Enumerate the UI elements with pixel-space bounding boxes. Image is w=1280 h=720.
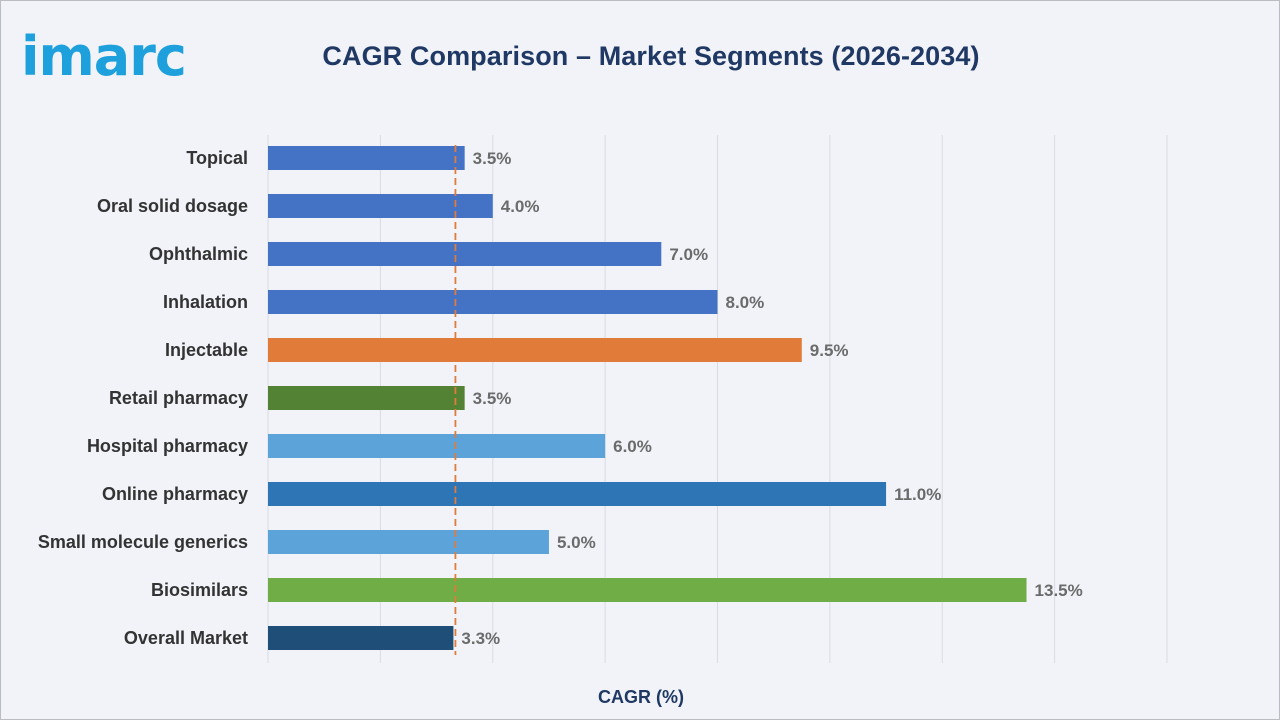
bar-retail-pharmacy — [268, 386, 465, 410]
value-label: 8.0% — [726, 293, 765, 312]
category-label: Small molecule generics — [38, 532, 248, 552]
bar-topical — [268, 146, 465, 170]
bar-inhalation — [268, 290, 718, 314]
category-label: Overall Market — [124, 628, 248, 648]
category-label: Injectable — [165, 340, 248, 360]
value-label: 3.3% — [461, 629, 500, 648]
category-label: Topical — [186, 148, 248, 168]
category-label: Biosimilars — [151, 580, 248, 600]
bar-online-pharmacy — [268, 482, 887, 506]
value-label: 6.0% — [613, 437, 652, 456]
value-label: 4.0% — [501, 197, 540, 216]
bar-injectable — [268, 338, 802, 362]
category-label: Retail pharmacy — [109, 388, 248, 408]
value-label: 7.0% — [669, 245, 708, 264]
value-label: 3.5% — [473, 149, 512, 168]
value-label: 13.5% — [1035, 581, 1083, 600]
value-label: 5.0% — [557, 533, 596, 552]
value-label: 9.5% — [810, 341, 849, 360]
bar-overall-market — [268, 626, 454, 650]
category-label: Ophthalmic — [149, 244, 248, 264]
svg-text:imarc: imarc — [21, 25, 186, 81]
bar-oral-solid-dosage — [268, 194, 493, 218]
category-label: Inhalation — [163, 292, 248, 312]
category-label: Online pharmacy — [102, 484, 248, 504]
category-label: Hospital pharmacy — [87, 436, 248, 456]
chart-title: CAGR Comparison – Market Segments (2026-… — [322, 41, 980, 71]
bar-biosimilars — [268, 578, 1027, 602]
bar-small-molecule-generics — [268, 530, 549, 554]
imarc-logo: imarc — [21, 25, 187, 81]
bar-ophthalmic — [268, 242, 662, 266]
x-axis-label: CAGR (%) — [598, 687, 684, 707]
value-label: 3.5% — [473, 389, 512, 408]
category-label: Oral solid dosage — [97, 196, 248, 216]
bar-hospital-pharmacy — [268, 434, 606, 458]
value-label: 11.0% — [894, 485, 941, 504]
